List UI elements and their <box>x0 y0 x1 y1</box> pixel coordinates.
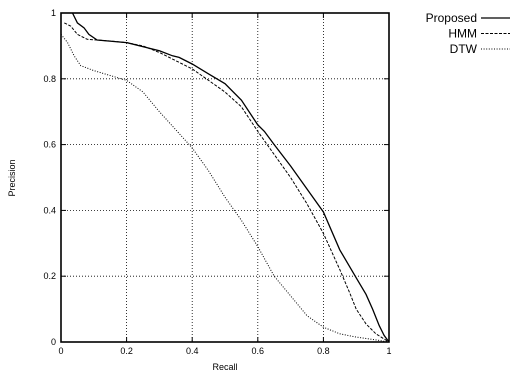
x-tick-label: 0.6 <box>252 346 265 356</box>
series-layer <box>60 12 390 343</box>
legend-label-proposed: Proposed <box>426 11 477 25</box>
x-tick-label: 1 <box>386 346 391 356</box>
x-tick-label: 0.2 <box>120 346 133 356</box>
x-tick-label: 0.4 <box>186 346 199 356</box>
x-tick-label: 0 <box>58 346 63 356</box>
x-tick-label: 0.8 <box>317 346 330 356</box>
axis-ticks: 0 0.2 0.4 0.6 0.8 1 0 0.2 0.4 0.6 0.8 1 <box>43 8 391 356</box>
series-hmm-line <box>64 22 390 343</box>
y-tick-label: 0.6 <box>43 140 56 150</box>
legend-label-dtw: DTW <box>450 42 478 56</box>
y-tick-label: 0.4 <box>43 205 56 215</box>
y-tick-label: 0 <box>51 337 56 347</box>
y-tick-label: 0.8 <box>43 74 56 84</box>
series-proposed-line <box>71 12 390 343</box>
series-dtw-line <box>60 34 390 343</box>
plot-frame <box>60 12 390 343</box>
y-axis-label: Precision <box>7 159 17 196</box>
y-tick-label: 0.2 <box>43 271 56 281</box>
y-tick-label: 1 <box>51 8 56 18</box>
x-axis-label: Recall <box>212 362 237 372</box>
grid <box>61 13 389 342</box>
legend-label-hmm: HMM <box>448 27 477 41</box>
